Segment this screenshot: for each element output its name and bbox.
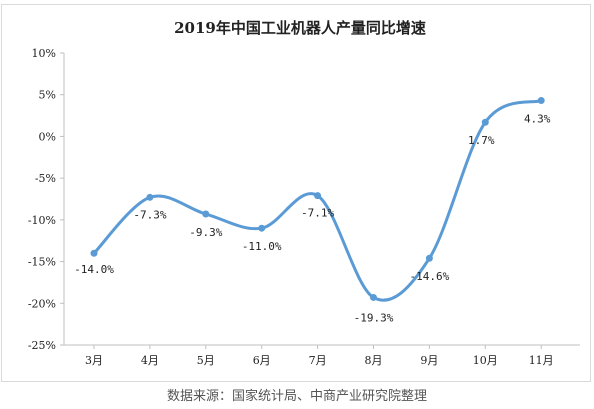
x-tick-label: 7月 — [309, 354, 327, 367]
data-label: -14.0% — [74, 263, 114, 276]
data-point — [90, 249, 98, 257]
series-group: -14.0% -7.3% -9.3% -11.0% -7.1% -19.3% -14.6% 1… — [74, 97, 551, 324]
data-label: 1.7% — [468, 134, 495, 147]
data-label: -14.6% — [410, 270, 450, 283]
data-point — [537, 97, 545, 105]
x-axis: 3月 4月 5月 6月 7月 8月 9月 10月 11月 — [64, 344, 580, 367]
y-axis: 10% 5% 0% -5% -10% -15% -20% -25% — [28, 47, 65, 352]
x-tick-label: 6月 — [253, 354, 271, 367]
x-tick-label: 9月 — [420, 354, 438, 367]
x-tick-label: 4月 — [141, 354, 159, 367]
chart-title: 2019年中国工业机器人产量同比增速 — [174, 19, 426, 37]
data-label: 4.3% — [524, 113, 551, 126]
data-point — [202, 210, 210, 218]
chart-frame: 2019年中国工业机器人产量同比增速 10% 5% 0% -5% -10% -15% -20… — [1, 4, 591, 382]
x-tick-label: 11月 — [529, 354, 554, 367]
x-tick-label: 8月 — [365, 354, 383, 367]
data-label: -7.3% — [133, 208, 166, 221]
source-note: 数据来源：国家统计局、中商产业研究院整理 — [166, 389, 427, 404]
y-tick-label: 0% — [39, 130, 56, 143]
x-tick-label: 3月 — [85, 354, 103, 367]
data-label: -11.0% — [242, 240, 282, 253]
y-tick-label: -25% — [28, 339, 56, 352]
y-tick-label: -10% — [28, 214, 56, 227]
data-point — [370, 293, 377, 301]
data-label: -9.3% — [189, 226, 222, 239]
data-label: -7.1% — [301, 207, 334, 220]
data-point — [314, 192, 322, 200]
y-tick-label: -20% — [28, 297, 56, 310]
y-tick-label: 5% — [39, 89, 56, 102]
line-chart: 2019年中国工业机器人产量同比增速 10% 5% 0% -5% -10% -15% -20… — [28, 19, 580, 367]
series-line — [92, 99, 543, 302]
y-tick-label: -5% — [35, 172, 56, 185]
data-point — [258, 224, 266, 232]
x-tick-label: 5月 — [197, 354, 215, 367]
data-point — [481, 118, 489, 126]
y-tick-label: -15% — [28, 256, 56, 269]
data-point — [425, 254, 433, 262]
y-tick-label: 10% — [32, 47, 56, 60]
data-label: -19.3% — [354, 311, 394, 324]
x-tick-label: 10月 — [473, 354, 498, 367]
data-point — [146, 193, 154, 201]
